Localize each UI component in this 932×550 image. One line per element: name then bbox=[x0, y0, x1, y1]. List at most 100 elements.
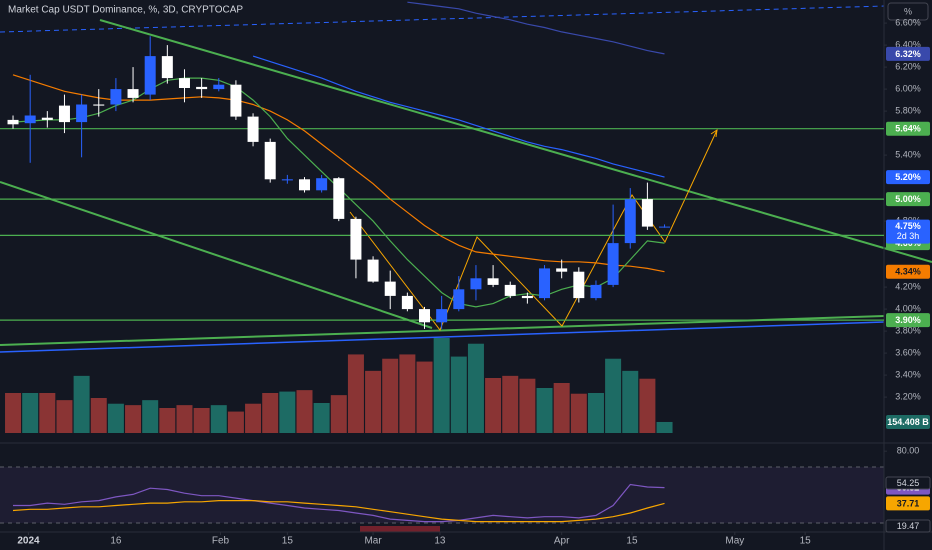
candle-body bbox=[573, 271, 585, 299]
level-badge bbox=[885, 519, 931, 533]
candle-body bbox=[127, 89, 139, 98]
volume-bar bbox=[193, 408, 210, 433]
candle-body bbox=[58, 105, 70, 123]
indicator-line bbox=[252, 55, 665, 178]
level-badge-label: 5.64% bbox=[895, 124, 921, 134]
legend: Market Cap USDT Dominance, %, 3D, CRYPTO… bbox=[8, 5, 243, 16]
y-tick-label: 3.20% bbox=[895, 391, 921, 401]
volume-bar bbox=[502, 375, 519, 433]
indicator-line bbox=[12, 500, 665, 523]
candle-body bbox=[401, 295, 413, 310]
level-badge bbox=[886, 121, 930, 136]
candle-body bbox=[281, 179, 293, 181]
value-badge bbox=[886, 496, 930, 511]
volume-bar bbox=[639, 378, 656, 433]
last-price-label: 4.75% bbox=[895, 221, 921, 231]
volume-bar bbox=[450, 356, 467, 433]
trendline bbox=[0, 181, 433, 329]
candle-body bbox=[7, 119, 19, 125]
candle-body bbox=[93, 104, 105, 106]
candle-body bbox=[487, 278, 499, 285]
x-tick-label: 15 bbox=[626, 536, 638, 547]
volume-bar bbox=[159, 408, 176, 433]
candle-body bbox=[470, 278, 482, 290]
level-badge bbox=[885, 476, 931, 490]
rsi-oversold-fill bbox=[360, 526, 440, 532]
x-tick-label: May bbox=[725, 536, 744, 547]
value-badge-label: 5.20% bbox=[895, 172, 921, 182]
y-tick-label: 5.80% bbox=[895, 105, 921, 115]
value-badge bbox=[886, 264, 930, 279]
dashed-trendline bbox=[0, 5, 885, 33]
arrow-head bbox=[710, 128, 718, 138]
volume-bar bbox=[313, 403, 330, 433]
candle-body bbox=[659, 226, 671, 228]
level-badge bbox=[886, 192, 930, 207]
volume-bar bbox=[279, 391, 296, 433]
candle-body bbox=[590, 284, 602, 299]
volume-bar bbox=[622, 370, 639, 433]
volume-bar bbox=[22, 393, 39, 433]
x-tick-label: 15 bbox=[282, 536, 294, 547]
volume-bar bbox=[587, 393, 604, 433]
volume-bar bbox=[176, 405, 193, 433]
y-tick-label: 80.00 bbox=[897, 446, 920, 456]
candle-body bbox=[453, 289, 465, 310]
y-tick-label: 3.60% bbox=[895, 347, 921, 357]
x-tick-label: 15 bbox=[800, 536, 812, 547]
projection-path bbox=[349, 129, 718, 332]
volume-bar bbox=[570, 393, 587, 433]
candle-body bbox=[556, 268, 568, 272]
y-tick-label: 6.20% bbox=[895, 61, 921, 71]
y-tick-label: 3.40% bbox=[895, 369, 921, 379]
x-tick-label: Mar bbox=[364, 536, 382, 547]
volume-badge bbox=[886, 414, 930, 429]
candle-body bbox=[144, 56, 156, 95]
value-badge bbox=[886, 46, 930, 61]
volume-bar bbox=[347, 354, 364, 433]
volume-bar bbox=[210, 405, 227, 433]
candle-body bbox=[316, 178, 328, 191]
volume-bar bbox=[330, 395, 347, 433]
x-tick-label: Feb bbox=[212, 536, 230, 547]
candle-body bbox=[624, 199, 636, 244]
level-badge-label: 19.47 bbox=[897, 521, 920, 531]
candle-body bbox=[41, 117, 53, 120]
value-badge-label: 6.32% bbox=[895, 49, 921, 59]
candle-body bbox=[247, 116, 259, 142]
volume-bar bbox=[56, 400, 73, 433]
volume-bar bbox=[227, 411, 244, 433]
candle-body bbox=[436, 309, 448, 323]
volume-bar bbox=[90, 398, 107, 433]
volume-bar bbox=[73, 375, 90, 433]
volume-bar bbox=[399, 354, 416, 433]
candle-body bbox=[419, 309, 431, 323]
scale-button-label[interactable]: % bbox=[904, 6, 912, 16]
candle-body bbox=[213, 84, 225, 90]
trendline bbox=[99, 19, 932, 263]
volume-badge-label: 154.408 B bbox=[887, 417, 929, 427]
y-tick-label: 6.40% bbox=[895, 39, 921, 49]
volume-bar bbox=[365, 370, 382, 433]
volume-bar bbox=[125, 405, 142, 433]
volume-bar bbox=[107, 403, 124, 433]
volume-bar bbox=[605, 358, 622, 433]
level-badge-label: 5.00% bbox=[895, 194, 921, 204]
candle-body bbox=[333, 178, 345, 219]
candle-body bbox=[178, 78, 190, 88]
candle-body bbox=[264, 141, 276, 180]
volume-bar bbox=[262, 393, 279, 433]
y-tick-label: 3.80% bbox=[895, 325, 921, 335]
scale-button[interactable] bbox=[887, 2, 929, 21]
candle-body bbox=[76, 104, 88, 123]
candle-body bbox=[161, 56, 173, 79]
volume-bar bbox=[245, 403, 262, 433]
trendline bbox=[0, 315, 885, 346]
x-tick-label: 2024 bbox=[17, 536, 40, 547]
y-tick-label: 4.00% bbox=[895, 303, 921, 313]
y-tick-label: 6.00% bbox=[895, 83, 921, 93]
volume-bar bbox=[433, 338, 450, 433]
volume-bar bbox=[485, 378, 502, 433]
value-badge-label: 4.34% bbox=[895, 267, 921, 277]
